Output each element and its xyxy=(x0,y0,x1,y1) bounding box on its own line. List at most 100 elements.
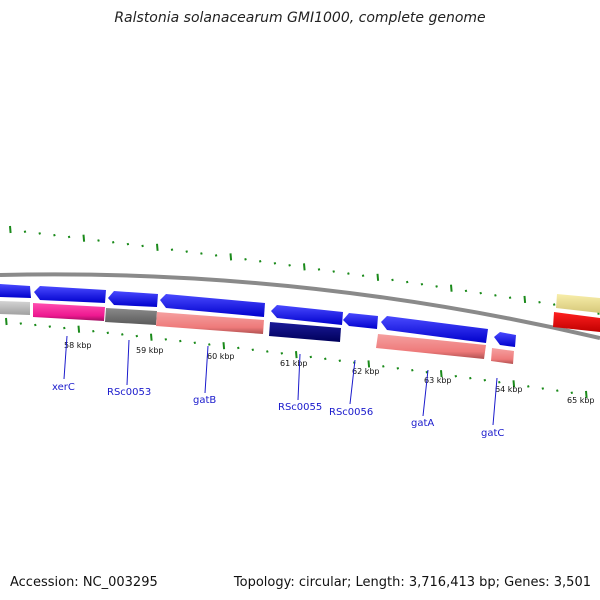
reverse-gene-3 xyxy=(105,308,157,325)
tick-mark xyxy=(5,317,8,326)
inner-tick-ring xyxy=(5,317,588,398)
tick-mark xyxy=(126,242,130,246)
tick-mark xyxy=(280,352,284,355)
scale-label: 61 kbp xyxy=(280,359,308,368)
tick-mark xyxy=(552,303,556,306)
reverse-gene-6 xyxy=(376,334,486,359)
tick-mark xyxy=(111,240,115,244)
tick-mark xyxy=(440,370,443,378)
scale-label: 62 kbp xyxy=(352,367,380,376)
forward-gene-4 xyxy=(160,294,265,317)
forward-gene-8 xyxy=(494,332,516,347)
reverse-gene-4 xyxy=(156,312,264,334)
tick-mark xyxy=(411,368,414,372)
tick-mark xyxy=(67,235,71,239)
forward-strand-track xyxy=(0,284,600,347)
tick-mark xyxy=(106,331,110,335)
accession-label: Accession: NC_003295 xyxy=(10,575,158,590)
tick-mark xyxy=(464,289,468,293)
reverse-gene-5 xyxy=(269,322,341,342)
tick-mark xyxy=(179,339,182,343)
scale-label: 58 kbp xyxy=(64,341,92,350)
tick-mark xyxy=(82,234,86,242)
gene-label-RSc0055[interactable]: RSc0055 xyxy=(278,402,322,413)
tick-mark xyxy=(391,278,394,282)
tick-mark xyxy=(170,248,174,251)
tick-mark xyxy=(266,350,269,353)
tick-mark xyxy=(425,370,429,374)
gene-callout-line xyxy=(126,339,130,386)
tick-mark xyxy=(483,378,487,382)
scale-label: 60 kbp xyxy=(207,352,235,361)
tick-mark xyxy=(494,294,497,297)
forward-gene-9 xyxy=(556,294,600,313)
outer-tick-ring xyxy=(9,225,600,315)
tick-mark xyxy=(523,295,527,304)
forward-gene-7 xyxy=(381,316,488,343)
tick-mark xyxy=(135,334,139,338)
tick-mark xyxy=(469,376,472,380)
tick-mark xyxy=(229,253,233,261)
tick-mark xyxy=(382,365,385,368)
tick-mark xyxy=(508,296,512,299)
tick-mark xyxy=(317,268,321,271)
tick-mark xyxy=(156,243,159,251)
tick-mark xyxy=(498,380,501,384)
forward-gene-6 xyxy=(343,313,378,329)
tick-mark xyxy=(164,338,168,341)
tick-mark xyxy=(237,346,240,350)
tick-mark xyxy=(244,258,247,261)
genome-backbone xyxy=(0,272,600,340)
tick-mark xyxy=(185,250,188,253)
tick-mark xyxy=(512,380,516,388)
reverse-gene-2 xyxy=(33,303,105,321)
tick-mark xyxy=(324,357,327,361)
tick-mark xyxy=(479,291,482,295)
scale-label: 59 kbp xyxy=(136,346,164,355)
gene-label-gatC[interactable]: gatC xyxy=(481,428,504,439)
tick-mark xyxy=(541,387,545,390)
tick-mark xyxy=(193,341,197,345)
forward-gene-5 xyxy=(271,305,343,325)
gene-label-RSc0053[interactable]: RSc0053 xyxy=(107,387,151,398)
genome-summary: Topology: circular; Length: 3,716,413 bp… xyxy=(233,575,591,590)
scale-label: 63 kbp xyxy=(424,376,452,385)
tick-mark xyxy=(527,385,530,388)
gene-label-xerC[interactable]: xerC xyxy=(52,382,75,393)
gene-callout-line xyxy=(63,335,68,380)
tick-mark xyxy=(450,284,453,292)
reverse-gene-8 xyxy=(553,312,600,332)
tick-mark xyxy=(77,325,81,333)
reverse-gene-7 xyxy=(491,348,514,364)
tick-mark xyxy=(347,272,350,275)
tick-mark xyxy=(538,300,541,304)
tick-mark xyxy=(454,374,458,378)
tick-mark xyxy=(367,360,371,368)
tick-mark xyxy=(376,273,380,281)
tick-mark xyxy=(48,325,52,328)
tick-mark xyxy=(38,232,41,235)
gene-label-gatB[interactable]: gatB xyxy=(193,395,216,406)
reverse-gene-1 xyxy=(0,301,30,315)
gene-callout-line xyxy=(297,353,301,401)
tick-mark xyxy=(332,270,335,273)
tick-mark xyxy=(150,333,153,341)
tick-mark xyxy=(303,263,306,271)
tick-mark xyxy=(34,323,37,327)
gene-labels xyxy=(63,335,498,426)
gene-label-RSc0056[interactable]: RSc0056 xyxy=(329,407,373,418)
tick-mark xyxy=(338,359,342,362)
tick-mark xyxy=(63,326,66,330)
forward-gene-1 xyxy=(0,284,31,298)
tick-mark xyxy=(214,254,218,257)
tick-mark xyxy=(53,233,56,237)
tick-mark xyxy=(121,333,124,336)
tick-mark xyxy=(309,355,313,359)
tick-mark xyxy=(570,391,574,395)
tick-mark xyxy=(222,342,226,350)
forward-gene-2 xyxy=(34,286,106,303)
gene-callout-line xyxy=(492,377,498,426)
gene-label-gatA[interactable]: gatA xyxy=(411,418,434,429)
scale-label: 65 kbp xyxy=(567,396,595,405)
